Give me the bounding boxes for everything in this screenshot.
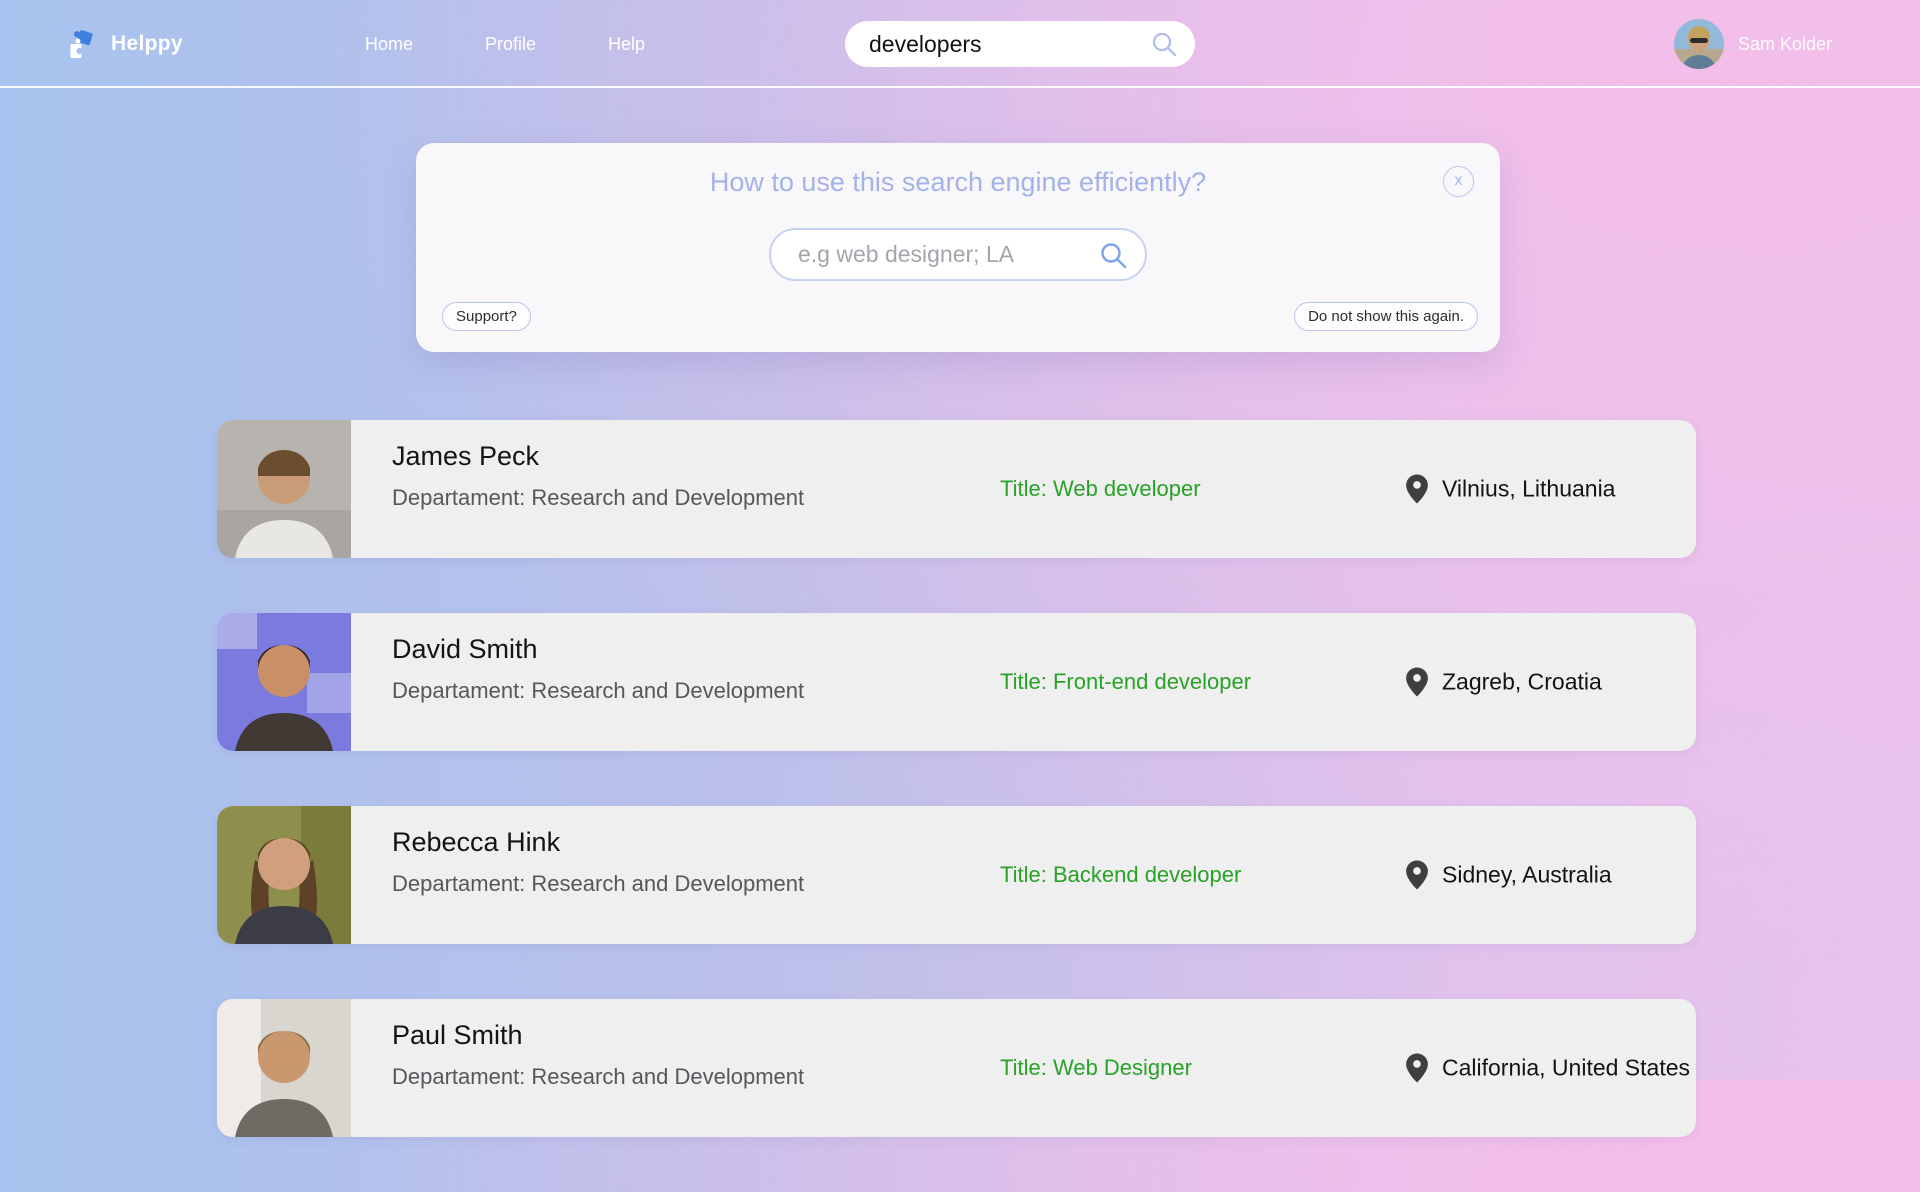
result-location: Sidney, Australia	[1442, 861, 1612, 888]
result-location-group: Zagreb, Croatia	[1406, 667, 1602, 697]
result-card[interactable]: Rebecca Hink Departament: Research and D…	[217, 806, 1696, 944]
result-info: David Smith Departament: Research and De…	[392, 613, 804, 751]
header-search-input[interactable]	[867, 29, 1149, 59]
result-photo	[217, 613, 351, 751]
search-results-list: James Peck Departament: Research and Dev…	[217, 420, 1696, 1192]
result-department: Departament: Research and Development	[392, 678, 805, 703]
main-nav: Home Profile Help	[365, 0, 645, 88]
puzzle-logo-icon	[66, 28, 98, 60]
result-name: James Peck	[392, 441, 540, 471]
brand-name: Helppy	[111, 32, 183, 55]
result-card[interactable]: James Peck Departament: Research and Dev…	[217, 420, 1696, 558]
result-info: James Peck Departament: Research and Dev…	[392, 420, 804, 558]
location-pin-icon	[1406, 1053, 1428, 1083]
location-pin-icon	[1406, 474, 1428, 504]
header-search-bar[interactable]	[845, 21, 1195, 67]
result-job-title: Title: Web Designer	[1000, 1055, 1192, 1080]
brand[interactable]: Helppy	[66, 0, 183, 88]
result-name: David Smith	[392, 634, 538, 664]
result-card[interactable]: Paul Smith Departament: Research and Dev…	[217, 999, 1696, 1137]
result-location: Zagreb, Croatia	[1442, 668, 1602, 695]
nav-link-help[interactable]: Help	[608, 33, 646, 54]
result-info: Paul Smith Departament: Research and Dev…	[392, 999, 804, 1137]
result-location: Vilnius, Lithuania	[1442, 475, 1616, 502]
modal-search-icon[interactable]	[1097, 239, 1129, 271]
modal-search-bar[interactable]	[769, 228, 1147, 281]
location-pin-icon	[1406, 860, 1428, 890]
help-modal: How to use this search engine efficientl…	[416, 143, 1500, 352]
support-button[interactable]: Support?	[442, 302, 531, 331]
location-pin-icon	[1406, 667, 1428, 697]
top-navigation-bar: Helppy Home Profile Help Sam Kolder	[0, 0, 1920, 88]
result-department: Departament: Research and Development	[392, 871, 805, 896]
result-location-group: Sidney, Australia	[1406, 860, 1612, 890]
result-location-group: California, United States	[1406, 1053, 1691, 1083]
do-not-show-again-button[interactable]: Do not show this again.	[1294, 302, 1478, 331]
result-name: Paul Smith	[392, 1020, 523, 1050]
result-name: Rebecca Hink	[392, 827, 561, 857]
result-job-title: Title: Front-end developer	[1000, 669, 1252, 694]
result-department: Departament: Research and Development	[392, 1064, 805, 1089]
result-info: Rebecca Hink Departament: Research and D…	[392, 806, 804, 944]
nav-link-home[interactable]: Home	[365, 33, 414, 54]
user-name: Sam Kolder	[1737, 33, 1832, 54]
user-avatar[interactable]	[1673, 19, 1724, 69]
result-photo	[217, 806, 351, 944]
user-account[interactable]: Sam Kolder	[1673, 0, 1832, 88]
close-icon: x	[1454, 171, 1463, 189]
result-card[interactable]: David Smith Departament: Research and De…	[217, 613, 1696, 751]
modal-title: How to use this search engine efficientl…	[709, 167, 1207, 197]
result-location-group: Vilnius, Lithuania	[1406, 474, 1616, 504]
modal-search-input[interactable]	[796, 240, 1097, 269]
result-department: Departament: Research and Development	[392, 485, 805, 510]
search-icon[interactable]	[1149, 29, 1179, 59]
result-photo	[217, 420, 351, 558]
result-job-title: Title: Web developer	[1000, 476, 1201, 501]
result-job-title: Title: Backend developer	[1000, 862, 1242, 887]
modal-close-button[interactable]: x	[1443, 166, 1474, 197]
result-location: California, United States	[1442, 1054, 1691, 1081]
result-photo	[217, 999, 351, 1137]
nav-link-profile[interactable]: Profile	[485, 33, 537, 54]
